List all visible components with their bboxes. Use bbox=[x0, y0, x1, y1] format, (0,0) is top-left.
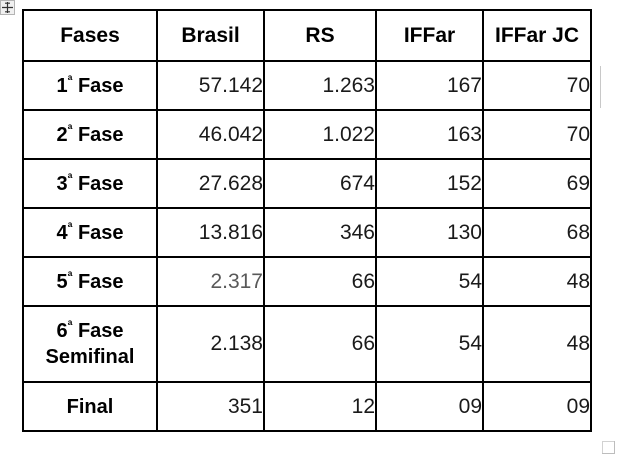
cell-iffar-jc: 68 bbox=[482, 207, 592, 258]
table-row: 2ª Fase 46.042 1.022 163 70 bbox=[22, 109, 592, 160]
cell-brasil: 27.628 bbox=[156, 158, 265, 209]
phase-word: Fase bbox=[72, 172, 124, 195]
resize-corner-icon bbox=[602, 441, 614, 442]
ordinal-marker: ª bbox=[67, 120, 73, 136]
table-row: Final 351 12 09 09 bbox=[22, 381, 592, 432]
phase-word: Fase bbox=[72, 221, 124, 244]
cell-brasil: 2.317 bbox=[156, 256, 265, 307]
cell-rs: 66 bbox=[263, 256, 377, 307]
phase-label: 6ª Fase Semifinal bbox=[22, 305, 158, 383]
column-header-rs: RS bbox=[263, 9, 377, 62]
ordinal-marker: ª bbox=[67, 71, 73, 87]
cell-iffar-jc: 48 bbox=[482, 256, 592, 307]
resize-corner-edge bbox=[602, 441, 603, 453]
cell-iffar: 54 bbox=[375, 256, 484, 307]
cell-rs: 1.263 bbox=[263, 60, 377, 111]
phase-label: 4ª Fase bbox=[22, 207, 158, 258]
table-row: 6ª Fase Semifinal 2.138 66 54 48 bbox=[22, 305, 592, 383]
table-row: 4ª Fase 13.816 346 130 68 bbox=[22, 207, 592, 258]
phase-number: 1 bbox=[56, 74, 68, 97]
cell-rs: 66 bbox=[263, 305, 377, 383]
ordinal-marker: ª bbox=[67, 218, 73, 234]
cell-rs: 12 bbox=[263, 381, 377, 432]
phase-word: Fase bbox=[72, 270, 124, 293]
phase-label: 1ª Fase bbox=[22, 60, 158, 111]
ordinal-marker: ª bbox=[67, 169, 73, 185]
cell-brasil: 2.138 bbox=[156, 305, 265, 383]
cell-brasil: 351 bbox=[156, 381, 265, 432]
cell-rs: 1.022 bbox=[263, 109, 377, 160]
phase-word: Fase bbox=[72, 320, 124, 342]
cell-rs: 346 bbox=[263, 207, 377, 258]
table-header-row: Fases Brasil RS IFFar IFFar JC bbox=[22, 9, 592, 62]
cell-iffar: 167 bbox=[375, 60, 484, 111]
cell-iffar: 54 bbox=[375, 305, 484, 383]
cell-iffar: 130 bbox=[375, 207, 484, 258]
cell-rs: 674 bbox=[263, 158, 377, 209]
move-crosshair-icon bbox=[2, 2, 13, 13]
cell-brasil: 46.042 bbox=[156, 109, 265, 160]
cell-iffar-jc: 48 bbox=[482, 305, 592, 383]
phase-label: 3ª Fase bbox=[22, 158, 158, 209]
table-row: 3ª Fase 27.628 674 152 69 bbox=[22, 158, 592, 209]
table-row: 5ª Fase 2.317 66 54 48 bbox=[22, 256, 592, 307]
phase-label: Final bbox=[22, 381, 158, 432]
cell-iffar: 163 bbox=[375, 109, 484, 160]
cell-iffar: 09 bbox=[375, 381, 484, 432]
phase-number: 5 bbox=[56, 270, 68, 293]
table-row: 1ª Fase 57.142 1.263 167 70 bbox=[22, 60, 592, 111]
cell-iffar-jc: 69 bbox=[482, 158, 592, 209]
phase-number: 2 bbox=[56, 123, 68, 146]
cell-iffar-jc: 09 bbox=[482, 381, 592, 432]
ordinal-marker: ª bbox=[67, 317, 73, 333]
phase-number: 3 bbox=[56, 172, 68, 195]
cell-brasil: 57.142 bbox=[156, 60, 265, 111]
phase-label: 5ª Fase bbox=[22, 256, 158, 307]
phase-word: Fase bbox=[72, 123, 124, 146]
cell-iffar-jc: 70 bbox=[482, 60, 592, 111]
column-header-fases: Fases bbox=[22, 9, 158, 62]
phase-subtitle: Semifinal bbox=[45, 346, 135, 368]
ordinal-marker: ª bbox=[67, 267, 73, 283]
cell-brasil: 13.816 bbox=[156, 207, 265, 258]
column-header-iffar-jc: IFFar JC bbox=[482, 9, 592, 62]
stray-vertical-rule bbox=[600, 66, 601, 108]
column-header-brasil: Brasil bbox=[156, 9, 265, 62]
table-resize-handle[interactable] bbox=[602, 441, 615, 454]
phase-number: 6 bbox=[56, 320, 68, 342]
phase-word: Fase bbox=[72, 74, 124, 97]
column-header-iffar: IFFar bbox=[375, 9, 484, 62]
phase-label: 2ª Fase bbox=[22, 109, 158, 160]
cell-iffar-jc: 70 bbox=[482, 109, 592, 160]
competition-phases-table: Fases Brasil RS IFFar IFFar JC 1ª Fase 5… bbox=[22, 9, 592, 432]
table-move-handle[interactable] bbox=[0, 0, 15, 15]
phase-number: 4 bbox=[56, 221, 68, 244]
cell-iffar: 152 bbox=[375, 158, 484, 209]
